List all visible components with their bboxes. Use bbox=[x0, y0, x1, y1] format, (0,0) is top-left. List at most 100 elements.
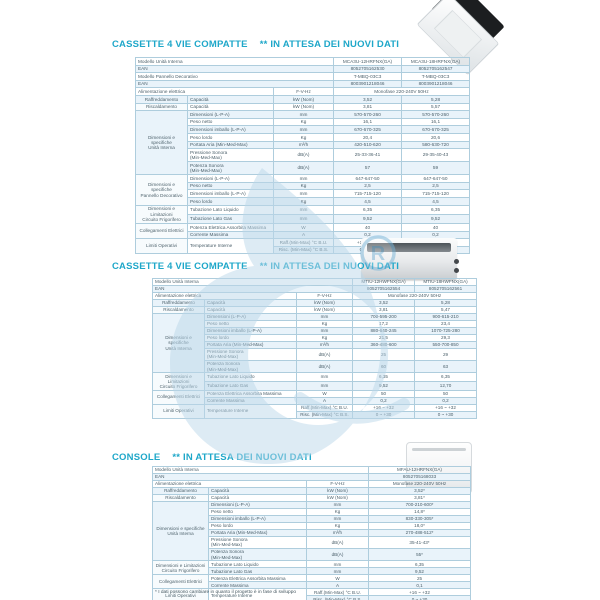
unit-cell: mm bbox=[272, 110, 335, 119]
unit-cell: Kg bbox=[272, 181, 335, 191]
value-cell: 59 bbox=[401, 161, 471, 176]
table-row: Riscaldamento Capacità kW (Nom) 3,81 5,47 bbox=[152, 305, 478, 314]
unit-cell: kW (Nom) bbox=[305, 486, 370, 495]
value-cell: 8003901218046 bbox=[401, 79, 471, 89]
group-cell: Dimensioni e Limitazioni Circuito Frigor… bbox=[135, 204, 188, 224]
value-cell: 3,52 bbox=[352, 298, 416, 307]
table-row: EAN 8052705168033 bbox=[151, 472, 472, 481]
unit-cell: Raff.(Min-Max) °C B.U. bbox=[295, 403, 354, 412]
duct-air-slot-shape bbox=[366, 243, 452, 253]
unit-cell: dB(A) bbox=[272, 148, 335, 163]
value-cell: 9,52 bbox=[368, 567, 472, 576]
table-row: Collegamenti Elettrici Potenza Elettrica … bbox=[152, 389, 478, 405]
value-cell: 60 bbox=[352, 360, 416, 374]
value-cell: +16 ~ +32 bbox=[368, 588, 472, 597]
section-title-text: CONSOLE bbox=[112, 452, 161, 463]
spec-label-cell: Dimensioni (L-P-A) bbox=[208, 500, 307, 509]
table-row: Dimensioni e Limitazioni Circuito Frigor… bbox=[152, 372, 478, 391]
group-cell: Dimensioni e specifiche Pannello Decorat… bbox=[135, 174, 188, 206]
value-cell: 3,81 bbox=[352, 305, 416, 314]
value-cell: 700-595-200 bbox=[352, 312, 416, 321]
spec-label-cell: Dimensioni (L-P-A) bbox=[187, 110, 274, 119]
value-cell: 18,0* bbox=[368, 521, 472, 530]
value-cell: 5,28 bbox=[414, 298, 478, 307]
value-cell: 25 bbox=[352, 347, 416, 362]
table-row: Modello Unità Interna MTIU-12HWFNX(GA) MTI… bbox=[151, 278, 478, 286]
label-cell: EAN bbox=[151, 284, 354, 293]
spec-label-cell: Peso netto bbox=[208, 507, 307, 516]
unit-cell: Kg bbox=[272, 196, 335, 206]
group-cell: Raffreddamento bbox=[152, 486, 209, 495]
spec-label-cell: Peso netto bbox=[187, 181, 274, 191]
value-cell: 647-647-50 bbox=[401, 174, 471, 183]
group-cell: Raffreddamento bbox=[152, 298, 205, 307]
value-cell: 6,35 bbox=[352, 372, 416, 382]
value-cell: 20,6 bbox=[401, 132, 471, 142]
unit-cell: W bbox=[272, 222, 335, 232]
value-cell: 360-480-600 bbox=[352, 340, 416, 349]
unit-cell: Kg bbox=[295, 333, 354, 342]
unit-cell: dB(A) bbox=[272, 161, 335, 176]
group-cell: Collegamenti Elettrici bbox=[135, 222, 188, 240]
table-row: Modello Unità Interna MCA3U-12HRFNX(GA) MC… bbox=[134, 57, 471, 66]
label-cell: Modello Unità Interna bbox=[134, 57, 335, 66]
value-cell: 55* bbox=[368, 548, 472, 562]
value-cell: 715-715-120 bbox=[401, 189, 471, 198]
table-row: Raffreddamento Capacità kW (Nom) 3,52 5,28 bbox=[152, 298, 478, 307]
spec-label-cell: Capacità bbox=[208, 486, 307, 495]
value-cell: 270-488-512* bbox=[368, 528, 472, 537]
value-cell: 715-715-120 bbox=[333, 189, 403, 198]
value-cell: 6,35 bbox=[401, 204, 471, 215]
spec-label-cell: Portata Aria (Min-Med-Max) bbox=[208, 528, 307, 537]
spec-label-cell: Portata Aria (Min-Med-Max) bbox=[204, 340, 297, 349]
label-cell: EAN bbox=[151, 472, 370, 481]
value-cell: 20,4 bbox=[333, 132, 403, 142]
table-row: EAN 8052705162530 8052705162547 bbox=[134, 64, 471, 74]
unit-cell: Risc. (Min-Max) °C B.S. bbox=[295, 410, 354, 419]
value-cell: 570-570-260 bbox=[401, 110, 471, 119]
unit-cell: mm bbox=[272, 189, 335, 198]
value-cell: 63 bbox=[414, 360, 478, 374]
unit-cell: Raff.(Min-Max) °C B.U. bbox=[305, 588, 370, 597]
value-cell: 8052705162561 bbox=[414, 284, 478, 293]
section-title-note: ** IN ATTESA DEI NUOVI DATI bbox=[259, 261, 400, 272]
unit-cell: F-V-Hz bbox=[295, 291, 354, 300]
value-cell: 21,5 bbox=[352, 333, 416, 342]
spec-label-cell: Peso lordo bbox=[208, 521, 307, 530]
spec-label-cell: Dimensioni (L-P-A) bbox=[187, 174, 274, 183]
value-cell: 880-640-245 bbox=[352, 326, 416, 335]
value-cell: 1070-725-280 bbox=[414, 326, 478, 335]
spec-label-cell: Capacità bbox=[204, 305, 297, 314]
value-cell: 6,35 bbox=[368, 560, 472, 569]
footnote: * I dati possono cambiare in quanto il p… bbox=[155, 590, 297, 595]
spec-label-cell: Tubazione Lato Liquido bbox=[208, 560, 307, 569]
value-cell: 2,5 bbox=[333, 181, 403, 191]
section-title-note: ** IN ATTESA DEI NUOVI DATI bbox=[172, 452, 312, 463]
value-cell: 29,3 bbox=[414, 333, 478, 342]
value-cell: 9,52 bbox=[401, 213, 471, 224]
table-row: Collegamenti Elettrici Potenza Elettrica … bbox=[152, 574, 472, 590]
table-row: Modello Pannello Decorativo T-MBQ-03C3 T-M… bbox=[134, 72, 471, 81]
value-cell: 570-570-260 bbox=[333, 110, 403, 119]
spec-label-cell: Dimensioni imballo (L-P-A) bbox=[187, 189, 274, 198]
value-cell: 50 bbox=[414, 389, 478, 398]
table-row: Dimensioni e Limitazioni Circuito Frigor… bbox=[152, 560, 472, 576]
cassette-4-way-unit-photo bbox=[402, 0, 526, 76]
spec-label-cell: Capacità bbox=[187, 94, 274, 104]
unit-cell: dB(A) bbox=[305, 535, 370, 550]
value-cell: 580-630-720 bbox=[401, 140, 471, 150]
value-cell: 14,8* bbox=[368, 507, 472, 516]
unit-cell: Risc. (Min-Max) °C B.S. bbox=[272, 245, 335, 255]
value-cell: 8052705162547 bbox=[401, 64, 471, 74]
spec-label-cell: Dimensioni (L-P-A) bbox=[204, 312, 297, 321]
group-cell: Limiti Operativi bbox=[135, 238, 188, 255]
label-cell: EAN bbox=[134, 79, 335, 89]
spec-label-cell: Capacità bbox=[208, 493, 307, 502]
unit-cell: Kg bbox=[272, 132, 335, 142]
value-cell: 9,52 bbox=[333, 213, 403, 224]
duct-pipe-icon bbox=[454, 259, 459, 264]
value-cell: 420-510-620 bbox=[333, 140, 403, 150]
section-title-note: ** IN ATTESA DEI NUOVI DATI bbox=[259, 39, 400, 50]
label-cell: Modello Unità Interna bbox=[151, 466, 370, 474]
spec-label-cell: Portata Aria (Min-Med-Max) bbox=[187, 140, 274, 150]
